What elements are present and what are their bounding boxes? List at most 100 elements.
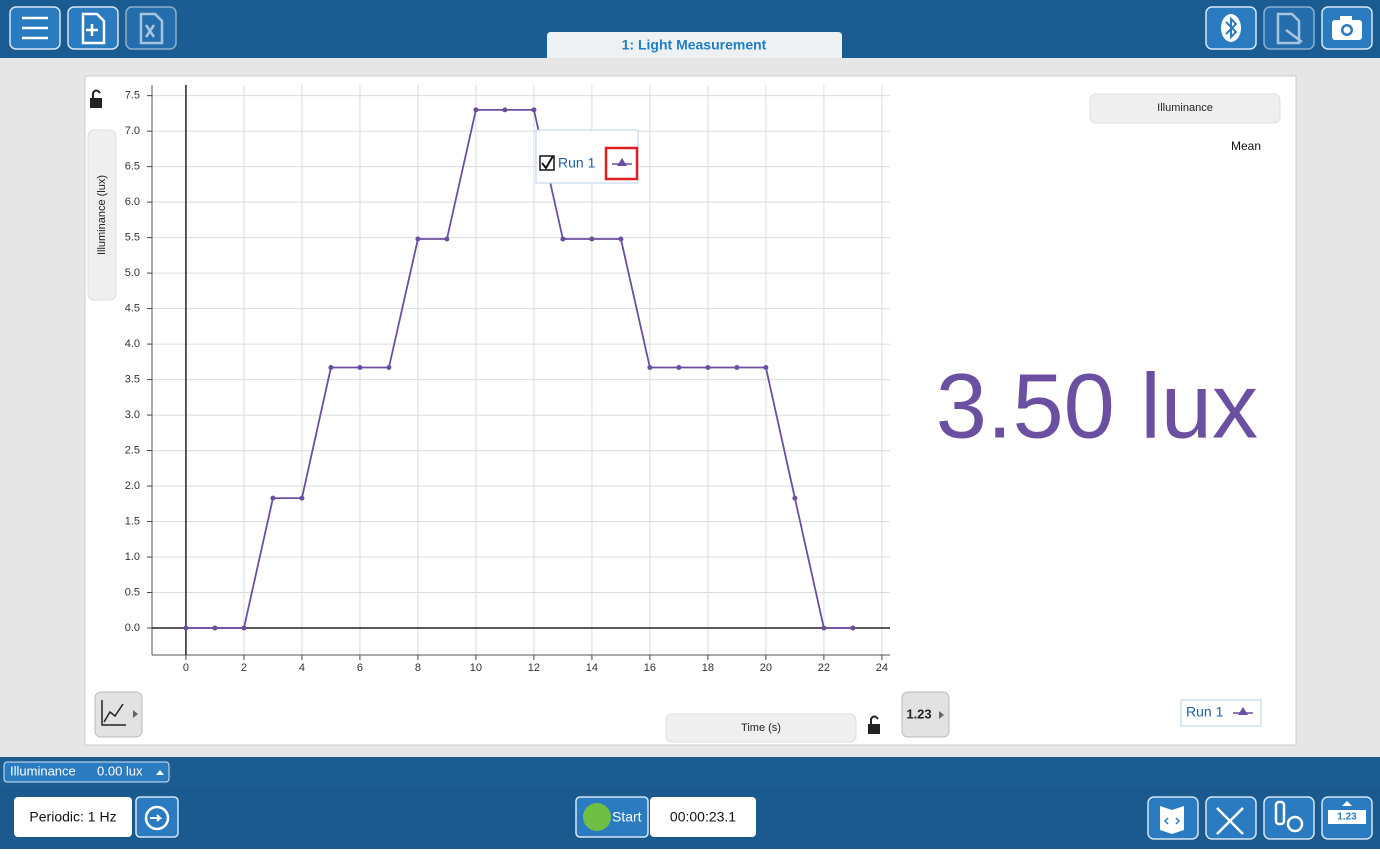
data-point xyxy=(560,236,566,242)
data-point xyxy=(444,236,450,242)
data-point xyxy=(705,365,711,371)
start-button[interactable] xyxy=(575,796,649,838)
new-file-button[interactable] xyxy=(67,6,119,50)
timer: 00:00:23.1 xyxy=(670,809,736,825)
meter-reading: 3.50 lux xyxy=(936,355,1258,457)
x-tick-label: 24 xyxy=(876,662,888,674)
tools-button[interactable] xyxy=(1205,796,1257,840)
data-point xyxy=(386,365,392,371)
graph-legend[interactable] xyxy=(535,129,639,184)
y-tick-label: 5.5 xyxy=(125,232,140,244)
data-point xyxy=(212,625,218,631)
x-tick-label: 20 xyxy=(760,662,772,674)
main-panel xyxy=(84,75,1297,746)
y-tick-label: 6.0 xyxy=(125,196,140,208)
data-point xyxy=(647,365,653,371)
code-button[interactable] xyxy=(1147,796,1199,840)
tab[interactable] xyxy=(547,32,842,58)
data-point xyxy=(299,495,305,501)
y-axis-label: Illuminance (lux) xyxy=(96,175,108,255)
data-point xyxy=(357,365,363,371)
mode-button[interactable] xyxy=(135,796,179,838)
x-tick-label: 6 xyxy=(357,662,363,674)
close-file-button[interactable] xyxy=(125,6,177,50)
annotate-button[interactable] xyxy=(1263,6,1315,50)
lock-x[interactable] xyxy=(868,715,880,735)
y-tick-label: 4.0 xyxy=(125,338,140,350)
rate-label: Periodic: 1 Hz xyxy=(29,809,116,825)
y-tick-label: 7.0 xyxy=(125,125,140,137)
y-tick-label: 6.5 xyxy=(125,161,140,173)
data-point xyxy=(850,625,856,631)
y-tick-label: 2.5 xyxy=(125,444,140,456)
x-tick-label: 16 xyxy=(644,662,656,674)
meter-statistic: Mean xyxy=(1231,139,1261,153)
data-point xyxy=(502,107,508,113)
x-tick-label: 0 xyxy=(183,662,189,674)
y-tick-label: 7.5 xyxy=(125,90,140,102)
data-point xyxy=(763,365,769,371)
meter-button[interactable] xyxy=(1321,796,1373,840)
sensor-chip-arrow xyxy=(156,770,164,775)
x-tick-label: 14 xyxy=(586,662,598,674)
digits-button-label: 1.23 xyxy=(906,706,931,721)
sensor-chip[interactable] xyxy=(3,761,170,783)
data-point xyxy=(531,107,537,113)
bluetooth-button[interactable] xyxy=(1205,6,1257,50)
y-tick-label: 3.0 xyxy=(125,409,140,421)
data-point xyxy=(792,495,798,501)
data-point xyxy=(821,625,827,631)
legend-label: Run 1 xyxy=(558,155,596,171)
meter-title-pill[interactable] xyxy=(1089,93,1281,124)
y-tick-label: 1.0 xyxy=(125,551,140,563)
x-label-pill[interactable] xyxy=(665,713,857,743)
x-tick-label: 4 xyxy=(299,662,305,674)
x-tick-label: 12 xyxy=(528,662,540,674)
y-tick-label: 2.0 xyxy=(125,480,140,492)
y-tick-label: 3.5 xyxy=(125,373,140,385)
x-tick-label: 2 xyxy=(241,662,247,674)
y-tick-label: 0.5 xyxy=(125,586,140,598)
sensor-strip xyxy=(0,757,1380,789)
data-point xyxy=(183,625,189,631)
rate-button[interactable] xyxy=(14,797,132,837)
graph-options-button[interactable] xyxy=(94,691,143,738)
data-point xyxy=(328,365,334,371)
sensor-name: Illuminance xyxy=(10,763,76,778)
camera-button[interactable] xyxy=(1321,6,1373,50)
y-tick-label: 1.5 xyxy=(125,515,140,527)
data-point xyxy=(415,236,421,242)
data-point xyxy=(734,365,740,371)
data-point xyxy=(589,236,595,242)
y-tick-label: 4.5 xyxy=(125,303,140,315)
start-label: Start xyxy=(612,809,642,825)
timer-box xyxy=(650,797,756,837)
meter-legend xyxy=(1180,699,1262,727)
data-point xyxy=(676,365,682,371)
data-point xyxy=(241,625,247,631)
data-point xyxy=(618,236,624,242)
sensor-reading: 0.00 lux xyxy=(97,763,143,778)
series-line xyxy=(185,108,853,629)
sensor-settings-button[interactable] xyxy=(1263,796,1315,840)
meter-legend-label: Run 1 xyxy=(1186,704,1224,720)
digits-button[interactable] xyxy=(901,691,950,738)
y-tick-label: 5.0 xyxy=(125,267,140,279)
y-label-pill[interactable] xyxy=(87,129,117,301)
menu-button[interactable] xyxy=(9,6,61,50)
tab-title: 1: Light Measurement xyxy=(622,37,767,53)
lock-y[interactable] xyxy=(90,89,102,109)
graph: 0.0 0.5 1.0 1.5 2.0 2.5 3.0 3.5 4.0 4.5 5.0 5.5 6.0 6… xyxy=(125,85,890,674)
meter-title: Illuminance xyxy=(1157,102,1213,114)
x-tick-label: 10 xyxy=(470,662,482,674)
x-axis-label: Time (s) xyxy=(741,722,781,734)
x-tick-label: 8 xyxy=(415,662,421,674)
x-tick-label: 18 xyxy=(702,662,714,674)
data-point xyxy=(270,495,276,501)
meter-button-label: 1.23 xyxy=(1337,812,1357,823)
data-point xyxy=(473,107,479,113)
x-tick-label: 22 xyxy=(818,662,830,674)
y-tick-label: 0.0 xyxy=(125,622,140,634)
